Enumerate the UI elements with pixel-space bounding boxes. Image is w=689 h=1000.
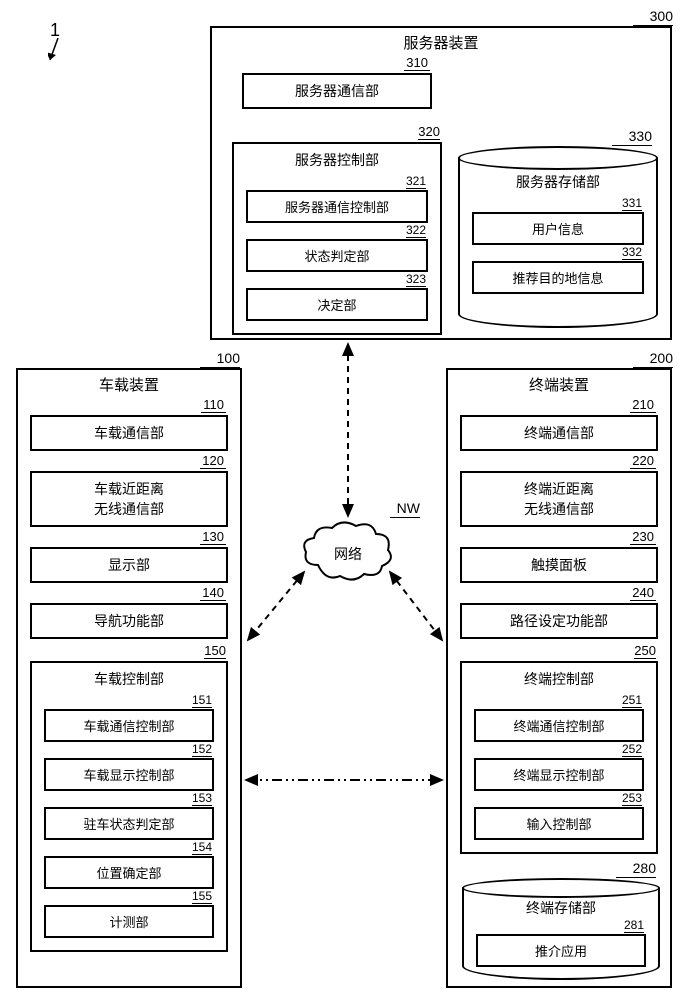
terminal-comm-ctrl: 251终端通信控制部 xyxy=(474,709,644,742)
server-comm: 310 服务器通信部 xyxy=(242,73,432,109)
vehicle-display: 130显示部 xyxy=(30,547,228,583)
recommend-dest-info: 332推荐目的地信息 xyxy=(472,261,644,294)
server-device-title: 服务器装置 xyxy=(212,28,670,59)
ref-nw: NW xyxy=(390,500,420,516)
position-determine: 154位置确定部 xyxy=(44,856,214,889)
vehicle-device-box: 车载装置 110车载通信部 120车载近距离 无线通信部 130显示部 140导… xyxy=(16,368,242,988)
terminal-display-ctrl: 252终端显示控制部 xyxy=(474,758,644,791)
figure-ref-1: 1 xyxy=(50,20,60,41)
vehicle-display-ctrl: 152车载显示控制部 xyxy=(44,758,214,791)
user-info: 331用户信息 xyxy=(472,212,644,245)
vehicle-near-comm: 120车载近距离 无线通信部 xyxy=(30,471,228,527)
server-device-box: 服务器装置 310 服务器通信部 320 服务器控制部 321服务器通信控制部 … xyxy=(210,26,672,340)
terminal-touch: 230触摸面板 xyxy=(460,547,658,583)
terminal-near-comm: 220终端近距离 无线通信部 xyxy=(460,471,658,527)
server-comm-ctrl: 321服务器通信控制部 xyxy=(246,190,428,223)
measurement: 155计测部 xyxy=(44,905,214,938)
terminal-device-box: 终端装置 210终端通信部 220终端近距离 无线通信部 230触摸面板 240… xyxy=(446,368,672,988)
ref-300: 300 xyxy=(633,8,673,24)
server-control-box: 320 服务器控制部 321服务器通信控制部 322状态判定部 323决定部 xyxy=(232,142,442,335)
vehicle-comm-ctrl: 151车载通信控制部 xyxy=(44,709,214,742)
vehicle-comm: 110车载通信部 xyxy=(30,415,228,451)
recommend-app: 281推介应用 xyxy=(476,934,646,967)
ref-100: 100 xyxy=(200,350,240,366)
decision: 323决定部 xyxy=(246,288,428,321)
ref-200: 200 xyxy=(633,350,673,366)
input-ctrl: 253输入控制部 xyxy=(474,807,644,840)
terminal-route: 240路径设定功能部 xyxy=(460,603,658,639)
vehicle-nav: 140导航功能部 xyxy=(30,603,228,639)
network-cloud: 网络 xyxy=(298,520,398,595)
vehicle-control-box: 150 车载控制部 151车载通信控制部 152车载显示控制部 153驻车状态判… xyxy=(30,661,228,952)
parking-state-judge: 153驻车状态判定部 xyxy=(44,807,214,840)
terminal-control-box: 250 终端控制部 251终端通信控制部 252终端显示控制部 253输入控制部 xyxy=(460,661,658,854)
state-judge: 322状态判定部 xyxy=(246,239,428,272)
terminal-comm: 210终端通信部 xyxy=(460,415,658,451)
